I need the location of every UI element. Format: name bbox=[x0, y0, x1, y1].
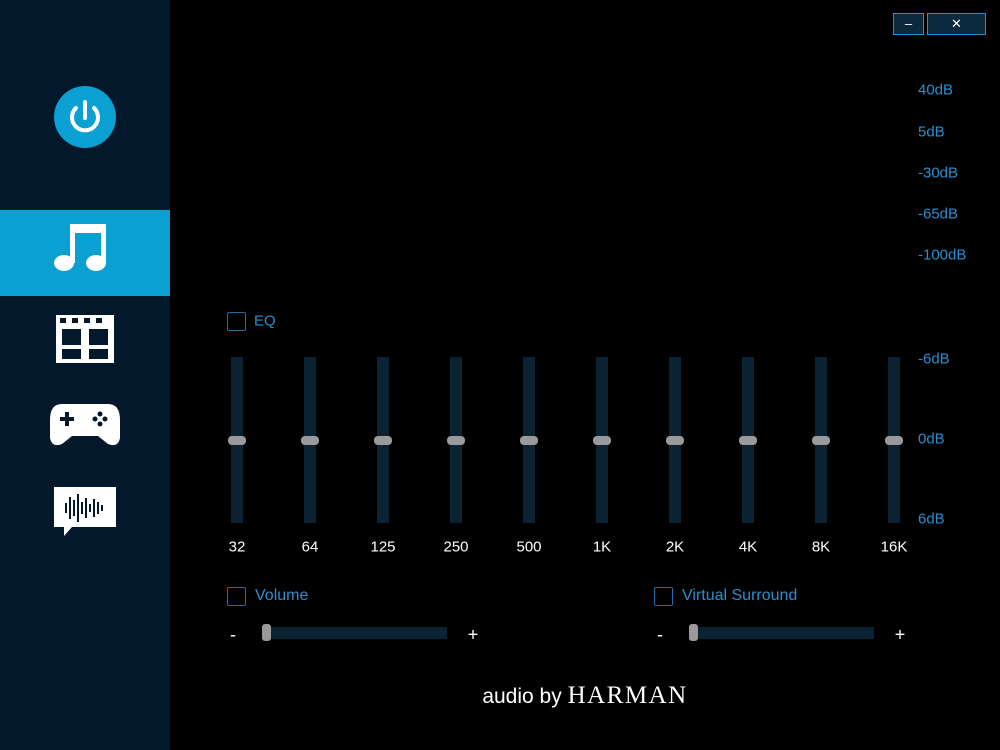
music-icon bbox=[54, 224, 106, 271]
footer-prefix: audio by bbox=[482, 685, 562, 708]
volume-thumb[interactable] bbox=[262, 624, 271, 641]
surround-label: Virtual Surround bbox=[682, 587, 798, 604]
eq-label: EQ bbox=[254, 312, 276, 330]
volume-slider[interactable] bbox=[262, 627, 447, 639]
movie-tab[interactable] bbox=[56, 315, 114, 363]
eq-checkbox[interactable] bbox=[227, 312, 246, 331]
band-label: 16K bbox=[880, 538, 908, 556]
db-label: -65dB bbox=[918, 205, 959, 223]
eq-slider-thumb[interactable] bbox=[374, 436, 392, 445]
band-label: 32 bbox=[228, 538, 246, 556]
sidebar-icons bbox=[0, 86, 170, 536]
band-label: 125 bbox=[370, 538, 396, 556]
band-label: 64 bbox=[301, 538, 319, 556]
eq-slider-thumb[interactable] bbox=[666, 436, 684, 445]
eq-slider-thumb[interactable] bbox=[885, 436, 903, 445]
eq-slider-thumb[interactable] bbox=[228, 436, 246, 445]
surround-checkbox[interactable] bbox=[654, 587, 673, 606]
game-tab[interactable] bbox=[50, 404, 120, 446]
music-tab[interactable] bbox=[0, 210, 170, 296]
band-label: 1K bbox=[592, 538, 612, 556]
band-label: 8K bbox=[811, 538, 831, 556]
eq-scale-label: 6dB bbox=[918, 510, 945, 528]
surround-thumb[interactable] bbox=[689, 624, 698, 641]
surround-slider[interactable] bbox=[689, 627, 874, 639]
volume-minus[interactable]: - bbox=[230, 624, 236, 645]
db-label: 40dB bbox=[918, 81, 954, 99]
voice-tab[interactable] bbox=[54, 487, 116, 536]
db-label: -30dB bbox=[918, 164, 959, 182]
eq-slider-thumb[interactable] bbox=[447, 436, 465, 445]
brand: HARMAN bbox=[567, 682, 688, 709]
db-label: 5dB bbox=[918, 123, 945, 141]
band-label: 250 bbox=[443, 538, 469, 556]
power-button[interactable] bbox=[54, 86, 116, 148]
eq-slider-thumb[interactable] bbox=[520, 436, 538, 445]
footer: audio by HARMAN bbox=[482, 682, 687, 710]
close-button[interactable]: ✕ bbox=[927, 13, 986, 35]
surround-plus[interactable]: + bbox=[894, 624, 906, 645]
band-label: 500 bbox=[516, 538, 542, 556]
surround-minus[interactable]: - bbox=[657, 624, 663, 645]
minimize-button[interactable]: – bbox=[893, 13, 924, 35]
volume-label: Volume bbox=[255, 587, 309, 604]
db-label: -100dB bbox=[918, 246, 967, 264]
eq-slider-thumb[interactable] bbox=[301, 436, 319, 445]
volume-plus[interactable]: + bbox=[467, 624, 479, 645]
eq-slider-thumb[interactable] bbox=[593, 436, 611, 445]
eq-slider-thumb[interactable] bbox=[812, 436, 830, 445]
band-label: 2K bbox=[665, 538, 685, 556]
volume-checkbox[interactable] bbox=[227, 587, 246, 606]
eq-slider-thumb[interactable] bbox=[739, 436, 757, 445]
eq-scale-label: -6dB bbox=[918, 350, 950, 368]
band-label: 4K bbox=[738, 538, 758, 556]
eq-scale-label: 0dB bbox=[918, 430, 945, 448]
